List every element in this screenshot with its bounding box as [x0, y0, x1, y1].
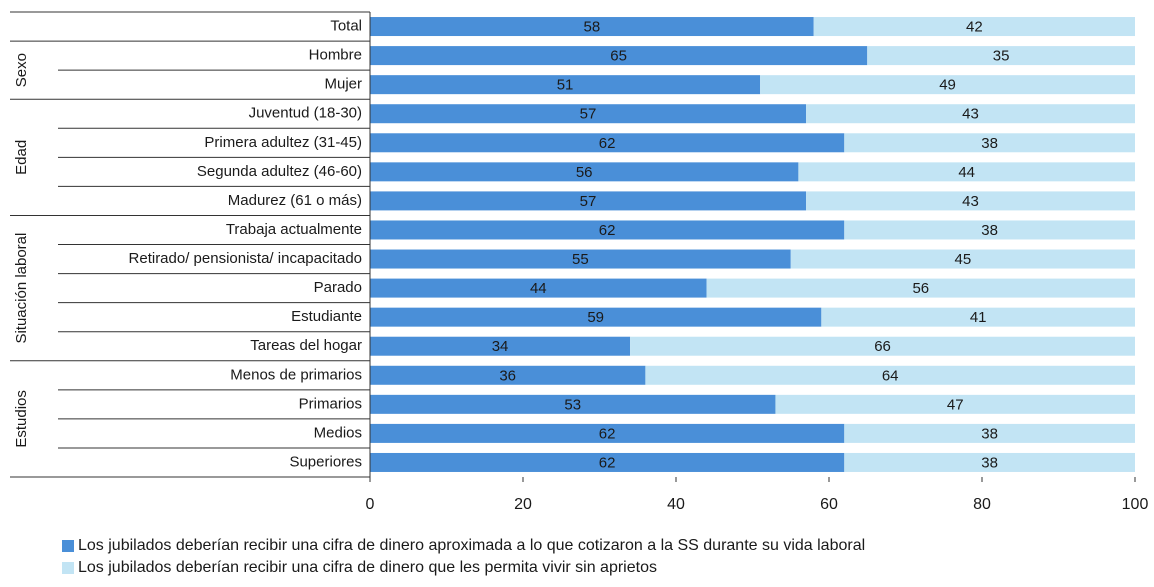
bar-segment: [813, 17, 1135, 37]
bar-segment: [370, 133, 845, 153]
value-label: 36: [499, 367, 516, 384]
x-tick-label: 0: [366, 496, 375, 513]
value-label: 34: [492, 338, 509, 355]
value-label: 43: [962, 106, 979, 123]
value-label: 53: [564, 396, 581, 413]
value-label: 44: [958, 164, 975, 181]
category-label: Superiores: [289, 453, 362, 470]
bar-segment: [760, 75, 1135, 95]
bar-segment: [370, 423, 845, 443]
value-label: 56: [576, 164, 593, 181]
value-label: 38: [981, 454, 998, 471]
group-label: Edad: [13, 140, 30, 175]
bar-segment: [806, 104, 1135, 124]
bar-segment: [370, 104, 807, 124]
bar-segment: [370, 249, 791, 269]
bar-segment: [370, 336, 631, 356]
x-tick-label: 100: [1122, 496, 1149, 513]
category-label: Medios: [314, 424, 362, 441]
group-label: Sexo: [13, 53, 30, 87]
bar-segment: [370, 46, 868, 66]
value-label: 62: [599, 425, 616, 442]
bar-segment: [370, 17, 814, 37]
category-label: Primarios: [299, 395, 362, 412]
x-tick-label: 60: [820, 496, 838, 513]
value-label: 56: [912, 280, 929, 297]
bar-segment: [844, 133, 1135, 153]
group-label: Estudios: [13, 390, 30, 448]
bar-segment: [645, 365, 1135, 385]
value-label: 62: [599, 222, 616, 239]
bar-segment: [370, 307, 822, 327]
value-label: 66: [874, 338, 891, 355]
category-label: Segunda adultez (46-60): [197, 163, 362, 180]
value-label: 59: [587, 309, 604, 326]
value-label: 65: [610, 48, 627, 65]
bar-segment: [630, 336, 1135, 356]
legend-label: Los jubilados deberían recibir una cifra…: [78, 537, 865, 554]
value-label: 42: [966, 19, 983, 36]
value-label: 57: [580, 193, 597, 210]
bar-segment: [370, 452, 845, 472]
value-label: 64: [882, 367, 899, 384]
value-label: 35: [993, 48, 1010, 65]
bar-segment: [790, 249, 1135, 269]
category-label: Retirado/ pensionista/ incapacitado: [129, 250, 362, 267]
bar-segment: [370, 394, 776, 414]
value-label: 41: [970, 309, 987, 326]
value-label: 62: [599, 454, 616, 471]
value-label: 58: [584, 19, 601, 36]
category-label: Estudiante: [291, 308, 362, 325]
bar-segment: [370, 365, 646, 385]
bar-segment: [370, 278, 707, 298]
legend-swatch: [62, 540, 74, 552]
category-label: Primera adultez (31-45): [204, 134, 362, 151]
bar-segment: [867, 46, 1135, 66]
bar-segment: [706, 278, 1135, 298]
value-label: 51: [557, 77, 574, 94]
category-label: Trabaja actualmente: [226, 221, 362, 238]
category-label: Juventud (18-30): [249, 105, 362, 122]
x-tick-label: 80: [973, 496, 991, 513]
bar-segment: [370, 191, 807, 211]
category-label: Mujer: [324, 76, 362, 93]
x-tick-label: 20: [514, 496, 532, 513]
legend-swatch: [62, 562, 74, 574]
bar-segment: [844, 423, 1135, 443]
value-label: 38: [981, 425, 998, 442]
value-label: 45: [955, 251, 972, 268]
category-label: Parado: [314, 279, 362, 296]
value-label: 38: [981, 135, 998, 152]
bar-segment: [370, 162, 799, 182]
x-tick-label: 40: [667, 496, 685, 513]
category-label: Total: [330, 18, 362, 35]
bar-segment: [775, 394, 1135, 414]
group-label: Situación laboral: [13, 233, 30, 344]
category-label: Menos de primarios: [230, 366, 362, 383]
value-label: 47: [947, 396, 964, 413]
bar-segment: [798, 162, 1135, 182]
value-label: 49: [939, 77, 956, 94]
bar-segment: [806, 191, 1135, 211]
bar-segment: [370, 75, 761, 95]
bar-segment: [370, 220, 845, 240]
category-label: Hombre: [309, 47, 362, 64]
bar-segment: [844, 220, 1135, 240]
bar-segment: [844, 452, 1135, 472]
value-label: 62: [599, 135, 616, 152]
value-label: 57: [580, 106, 597, 123]
value-label: 55: [572, 251, 589, 268]
value-label: 44: [530, 280, 547, 297]
value-label: 38: [981, 222, 998, 239]
value-label: 43: [962, 193, 979, 210]
bar-segment: [821, 307, 1135, 327]
category-label: Tareas del hogar: [250, 337, 362, 354]
category-label: Madurez (61 o más): [228, 192, 362, 209]
legend-label: Los jubilados deberían recibir una cifra…: [78, 559, 657, 576]
